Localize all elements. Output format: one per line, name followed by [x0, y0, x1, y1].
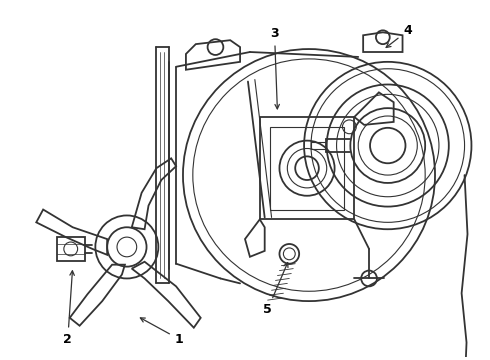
Text: 1: 1: [140, 318, 183, 346]
Text: 3: 3: [270, 27, 279, 109]
Text: 2: 2: [63, 271, 74, 346]
Text: 5: 5: [263, 262, 288, 316]
Text: 4: 4: [386, 24, 412, 48]
